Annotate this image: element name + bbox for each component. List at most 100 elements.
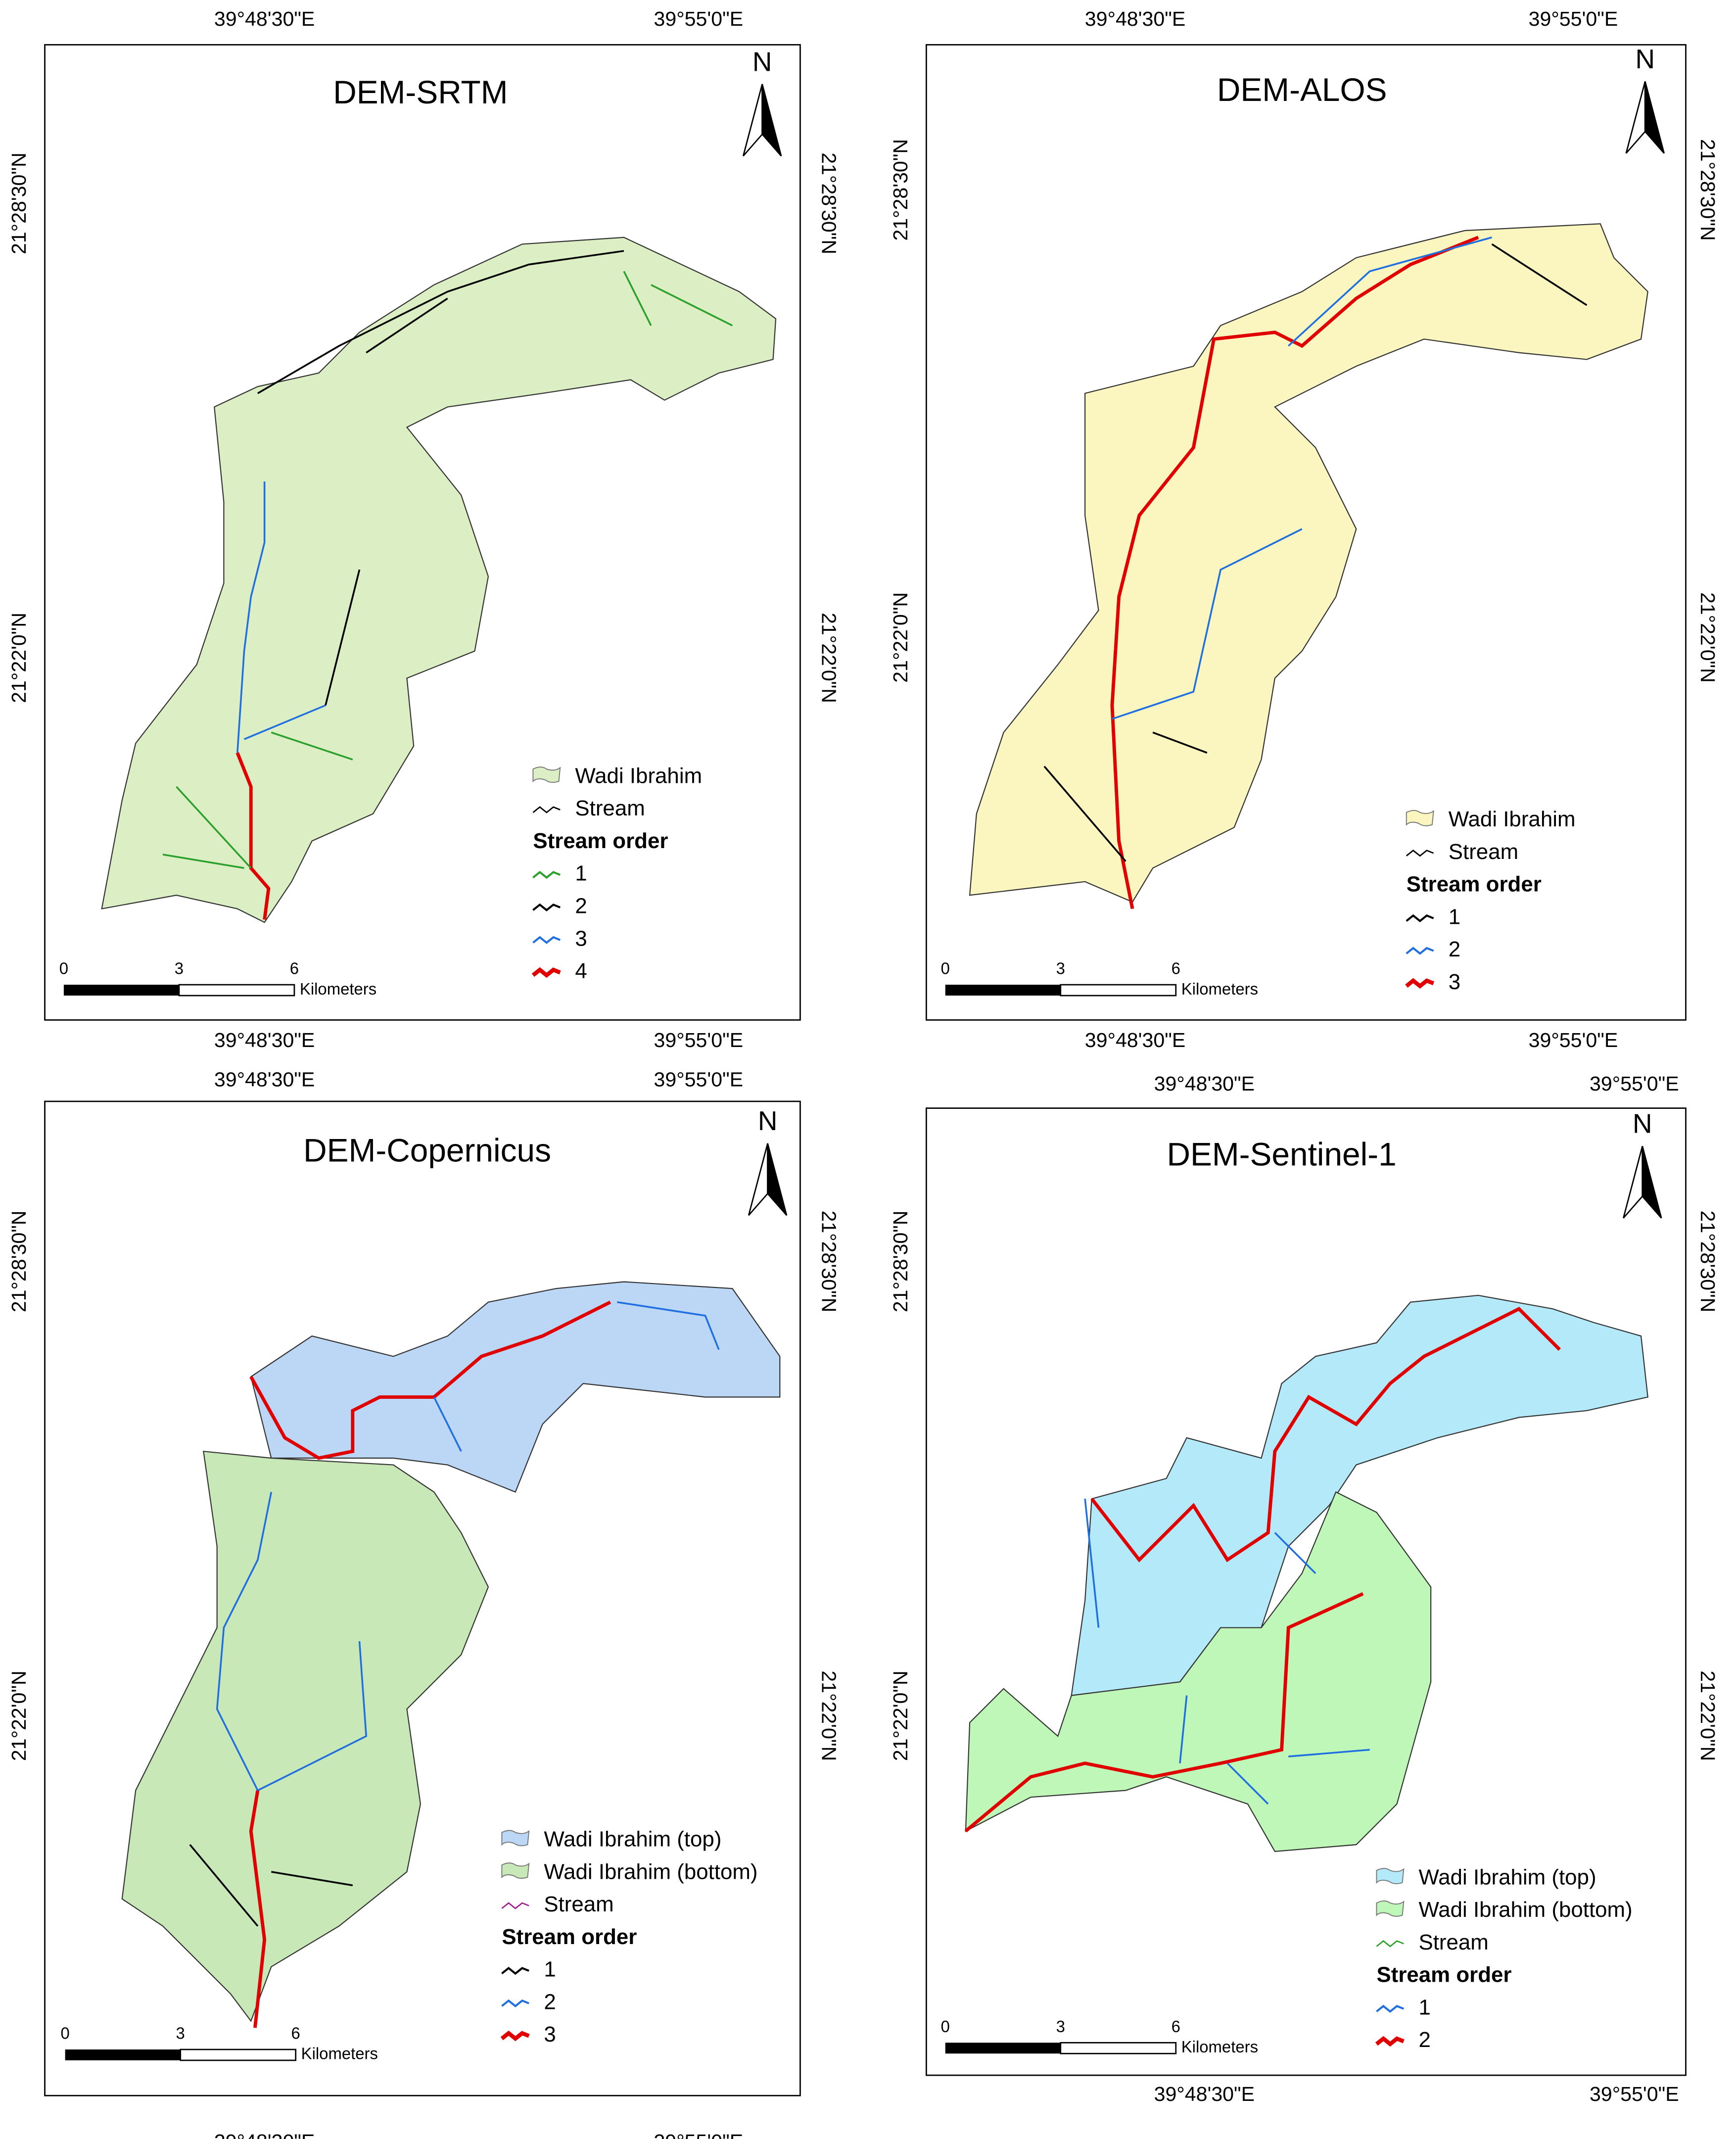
scale-bar <box>178 984 295 997</box>
legend-symbol <box>501 1902 529 1909</box>
north-label: N <box>758 1105 778 1136</box>
scale-bar <box>945 985 1061 996</box>
legend-symbol <box>1406 850 1434 857</box>
legend-heading: Stream order <box>533 829 668 853</box>
north-label: N <box>752 46 772 77</box>
legend-label: 1 <box>544 1957 556 1982</box>
coord-label: 39°55'0"E <box>1590 1072 1679 1095</box>
legend-symbol <box>1376 1940 1404 1948</box>
legend-label: 2 <box>544 1990 556 2014</box>
coord-label: 21°22'0"N <box>7 1670 30 1761</box>
legend-symbol <box>500 2030 530 2042</box>
legend-label: 3 <box>1449 970 1460 994</box>
north-arrow <box>767 1143 788 1216</box>
scale-unit: Kilometers <box>1181 980 1258 998</box>
legend-label: 1 <box>575 861 587 886</box>
north-label: N <box>1635 44 1655 74</box>
coord-label: 21°28'30"N <box>889 139 912 241</box>
scale-label: 6 <box>290 959 299 978</box>
stream-line <box>1491 243 1588 306</box>
north-arrow <box>1644 81 1665 154</box>
scale-label: 6 <box>1172 959 1180 978</box>
scale-label: 0 <box>61 2024 70 2043</box>
legend-label: 1 <box>1418 1995 1430 2019</box>
coord-label: 21°28'30"N <box>7 152 30 254</box>
scale-bar <box>65 2049 181 2061</box>
scale-unit: Kilometers <box>1181 2038 1258 2056</box>
stream-line <box>243 704 326 740</box>
stream-line <box>236 481 266 753</box>
stream-line <box>1152 731 1208 754</box>
legend-symbol <box>1406 947 1434 955</box>
scale-label: 3 <box>175 959 184 978</box>
stream-line <box>189 1844 259 1927</box>
north-arrow <box>1642 1146 1662 1219</box>
legend-symbol <box>501 1830 530 1847</box>
coord-label: 21°22'0"N <box>7 613 30 703</box>
scale-bar <box>1060 2042 1177 2054</box>
legend-symbol <box>1375 2036 1405 2047</box>
map-panel: DEM-Sentinel-1 N 39°48'30"E 39°48'30"E 39°55… <box>889 1072 1719 2105</box>
legend-label: Wadi Ibrahim <box>575 763 702 788</box>
coord-label: 21°28'30"N <box>817 1211 840 1313</box>
coord-label: 39°55'0"E <box>1529 7 1618 30</box>
legend-heading: Stream order <box>502 1925 637 1949</box>
coord-label: 21°28'30"N <box>1696 1211 1719 1313</box>
legend-label: Wadi Ibrahim (bottom) <box>1418 1898 1632 1922</box>
stream-line <box>257 250 624 394</box>
stream-line <box>433 1396 462 1452</box>
scale-label: 0 <box>941 959 950 978</box>
legend-symbol <box>532 936 561 944</box>
coord-label: 39°48'30"E <box>214 1068 315 1091</box>
scale-unit: Kilometers <box>301 2044 378 2063</box>
coord-label: 39°48'30"E <box>214 7 315 30</box>
stream-line <box>271 731 353 761</box>
scale-bar <box>1060 984 1177 997</box>
stream-line <box>1288 1749 1370 1758</box>
coord-label: 39°55'0"E <box>1529 1029 1618 1051</box>
coord-label: 39°48'30"E <box>1154 1072 1255 1095</box>
legend-symbol <box>1376 2004 1405 2013</box>
legend-symbol <box>1406 809 1434 826</box>
panel-title: DEM-ALOS <box>1217 71 1387 108</box>
legend-label: Stream <box>544 1892 613 1916</box>
map-panel: DEM-Copernicus N 39°48'30"E 39°48'30"E 39°55… <box>7 1068 840 2139</box>
coord-label: 21°22'0"N <box>889 592 912 683</box>
legend-label: 3 <box>544 2022 556 2046</box>
scale-bar <box>945 2043 1061 2054</box>
legend-label: 2 <box>575 894 587 918</box>
legend-symbol <box>501 1966 529 1975</box>
legend-label: 4 <box>575 959 587 983</box>
coord-label: 39°48'30"E <box>214 1029 315 1051</box>
north-label: N <box>1633 1108 1652 1139</box>
legend-symbol <box>501 1999 529 2007</box>
legend-symbol <box>1406 914 1434 922</box>
stream-line <box>271 1871 353 1887</box>
stream-line <box>617 1301 720 1350</box>
scale-label: 0 <box>59 959 68 978</box>
stream-line <box>1084 1498 1100 1628</box>
stream-line <box>257 1641 368 1792</box>
stream-line <box>176 786 252 869</box>
stream-line <box>325 569 361 706</box>
scale-label: 0 <box>941 2017 950 2036</box>
coord-label: 39°48'30"E <box>214 2130 315 2139</box>
stream-line <box>623 271 652 326</box>
coord-label: 21°22'0"N <box>817 613 840 703</box>
stream-line <box>1226 1762 1269 1805</box>
legend-symbol <box>1405 978 1435 989</box>
stream-line <box>1090 1307 1561 1563</box>
coord-label: 39°48'30"E <box>1085 1029 1185 1051</box>
map-panel: DEM-ALOS N 39°48'30"E 39°48'30"E 39°55'0"E 39… <box>889 7 1719 1051</box>
coord-label: 21°28'30"N <box>7 1211 30 1313</box>
stream-line <box>249 1790 267 2028</box>
legend-symbol <box>531 967 561 978</box>
coord-label: 21°22'0"N <box>889 1670 912 1761</box>
legend-label: Wadi Ibrahim (top) <box>1418 1865 1596 1889</box>
coord-label: 39°55'0"E <box>654 1029 744 1051</box>
scale-label: 3 <box>1056 959 1065 978</box>
watershed <box>121 1450 489 2022</box>
coord-label: 39°55'0"E <box>1590 2083 1679 2105</box>
scale-unit: Kilometers <box>300 980 376 998</box>
